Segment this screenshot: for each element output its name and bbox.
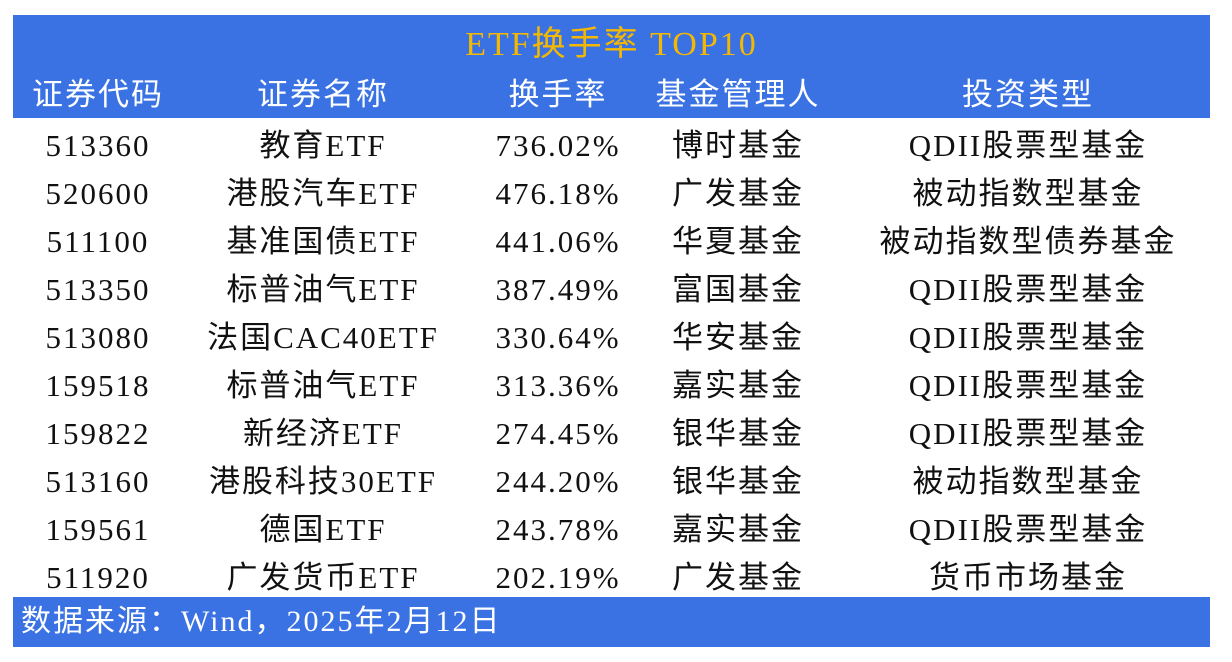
column-header-name: 证券名称: [257, 77, 389, 112]
cell-name: 德国ETF: [259, 512, 387, 547]
cell-name: 标普油气ETF: [226, 272, 420, 307]
cell-manager: 嘉实基金: [672, 512, 804, 547]
cell-manager: 广发基金: [672, 176, 804, 211]
cell-code: 159822: [45, 416, 151, 451]
cell-type: QDII股票型基金: [908, 512, 1148, 547]
table-row: 513160 港股科技30ETF 244.20% 银华基金 被动指数型基金: [13, 458, 1210, 506]
cell-type: 被动指数型债券基金: [879, 224, 1177, 259]
cell-manager: 华夏基金: [672, 224, 804, 259]
cell-code: 159518: [45, 368, 151, 403]
table-row: 159822 新经济ETF 274.45% 银华基金 QDII股票型基金: [13, 410, 1210, 458]
cell-code: 513160: [45, 464, 151, 499]
table-row: 513350 标普油气ETF 387.49% 富国基金 QDII股票型基金: [13, 266, 1210, 314]
table-row: 520600 港股汽车ETF 476.18% 广发基金 被动指数型基金: [13, 170, 1210, 218]
cell-turnover: 202.19%: [495, 560, 621, 595]
column-header-code: 证券代码: [32, 77, 164, 112]
cell-turnover: 387.49%: [495, 272, 621, 307]
table-title: ETF换手率 TOP10: [465, 26, 758, 63]
column-header-manager: 基金管理人: [655, 77, 821, 112]
cell-turnover: 330.64%: [495, 320, 621, 355]
cell-code: 511920: [46, 560, 150, 595]
table-header: ETF换手率 TOP10 证券代码 证券名称 换手率 基金管理人 投资类型: [13, 15, 1210, 118]
table-row: 513080 法国CAC40ETF 330.64% 华安基金 QDII股票型基金: [13, 314, 1210, 362]
cell-turnover: 476.18%: [495, 176, 621, 211]
cell-code: 159561: [45, 512, 151, 547]
cell-name: 广发货币ETF: [226, 560, 420, 595]
column-headers: 证券代码 证券名称 换手率 基金管理人 投资类型: [13, 71, 1210, 119]
cell-name: 法国CAC40ETF: [207, 320, 439, 355]
cell-manager: 银华基金: [672, 416, 804, 451]
cell-name: 标普油气ETF: [226, 368, 420, 403]
cell-turnover: 441.06%: [495, 224, 621, 259]
cell-type: QDII股票型基金: [908, 128, 1148, 163]
column-header-turnover: 换手率: [508, 77, 608, 112]
column-header-type: 投资类型: [962, 77, 1094, 112]
cell-manager: 华安基金: [672, 320, 804, 355]
table-row: 511100 基准国债ETF 441.06% 华夏基金 被动指数型债券基金: [13, 218, 1210, 266]
cell-code: 513360: [45, 128, 151, 163]
table-row: 513360 教育ETF 736.02% 博时基金 QDII股票型基金: [13, 122, 1210, 170]
cell-manager: 富国基金: [672, 272, 804, 307]
cell-type: 被动指数型基金: [912, 464, 1144, 499]
cell-type: QDII股票型基金: [908, 272, 1148, 307]
cell-type: QDII股票型基金: [908, 320, 1148, 355]
cell-code: 511100: [46, 224, 150, 259]
cell-turnover: 243.78%: [495, 512, 621, 547]
cell-manager: 银华基金: [672, 464, 804, 499]
table-row: 511920 广发货币ETF 202.19% 广发基金 货币市场基金: [13, 554, 1210, 602]
cell-manager: 广发基金: [672, 560, 804, 595]
table-row: 159561 德国ETF 243.78% 嘉实基金 QDII股票型基金: [13, 506, 1210, 554]
table-row: 159518 标普油气ETF 313.36% 嘉实基金 QDII股票型基金: [13, 362, 1210, 410]
cell-name: 港股汽车ETF: [226, 176, 420, 211]
cell-turnover: 736.02%: [495, 128, 621, 163]
cell-turnover: 313.36%: [495, 368, 621, 403]
cell-turnover: 274.45%: [495, 416, 621, 451]
cell-name: 新经济ETF: [242, 416, 404, 451]
source-footer: 数据来源：Wind，2025年2月12日: [13, 597, 1210, 647]
cell-name: 教育ETF: [259, 128, 387, 163]
cell-code: 513080: [45, 320, 151, 355]
cell-code: 513350: [45, 272, 151, 307]
cell-manager: 嘉实基金: [672, 368, 804, 403]
cell-turnover: 244.20%: [495, 464, 621, 499]
cell-name: 基准国债ETF: [226, 224, 420, 259]
cell-code: 520600: [45, 176, 151, 211]
cell-type: 货币市场基金: [929, 560, 1127, 595]
cell-type: QDII股票型基金: [908, 368, 1148, 403]
cell-manager: 博时基金: [672, 128, 804, 163]
cell-type: QDII股票型基金: [908, 416, 1148, 451]
cell-type: 被动指数型基金: [912, 176, 1144, 211]
cell-name: 港股科技30ETF: [208, 464, 438, 499]
